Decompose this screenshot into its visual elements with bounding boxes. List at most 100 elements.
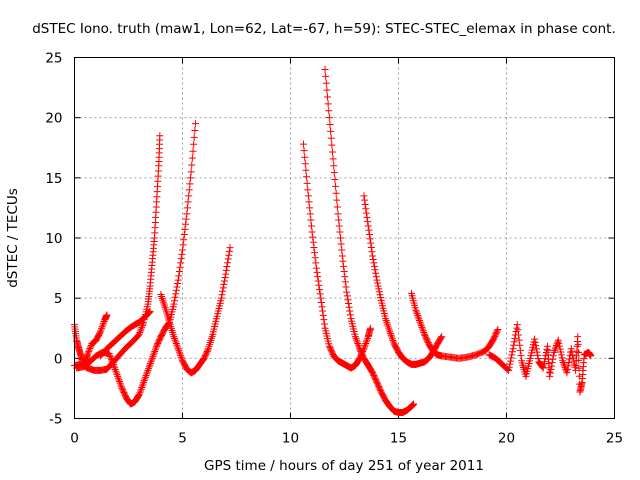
y-tick-label: 15 bbox=[45, 171, 62, 187]
data-point bbox=[173, 341, 181, 349]
chart-title: dSTEC Iono. truth (maw1, Lon=62, Lat=-67… bbox=[32, 21, 616, 37]
data-point bbox=[568, 348, 576, 356]
data-point bbox=[178, 250, 186, 258]
data-point bbox=[322, 72, 330, 80]
data-point bbox=[505, 366, 513, 374]
data-point bbox=[174, 276, 182, 284]
data-point bbox=[361, 341, 369, 349]
data-point bbox=[218, 291, 226, 299]
data-point bbox=[374, 282, 382, 290]
data-point bbox=[371, 266, 379, 274]
data-point bbox=[574, 341, 582, 349]
data-point bbox=[557, 351, 565, 359]
data-point bbox=[383, 320, 391, 328]
data-point bbox=[308, 228, 316, 236]
data-point bbox=[321, 66, 329, 74]
data-point bbox=[144, 366, 152, 374]
data-point bbox=[355, 343, 363, 351]
data-point bbox=[328, 148, 336, 156]
data-point bbox=[135, 390, 143, 398]
data-point bbox=[387, 331, 395, 339]
data-point bbox=[345, 299, 353, 307]
data-point bbox=[309, 233, 317, 241]
data-point bbox=[437, 334, 445, 342]
data-point bbox=[575, 356, 583, 364]
series-9 bbox=[407, 289, 502, 362]
data-point bbox=[570, 360, 578, 368]
data-point bbox=[540, 361, 548, 369]
data-point bbox=[318, 303, 326, 311]
data-point bbox=[362, 205, 370, 213]
data-point bbox=[369, 252, 377, 260]
data-point bbox=[111, 364, 119, 372]
data-point bbox=[219, 287, 227, 295]
data-point bbox=[353, 338, 361, 346]
data-point bbox=[313, 268, 321, 276]
data-point bbox=[540, 358, 548, 366]
data-point bbox=[148, 356, 156, 364]
data-point bbox=[516, 346, 524, 354]
data-point bbox=[83, 351, 91, 359]
data-point bbox=[361, 200, 369, 208]
data-point bbox=[340, 262, 348, 270]
data-point bbox=[98, 324, 106, 332]
data-point bbox=[317, 294, 325, 302]
data-point bbox=[338, 246, 346, 254]
data-point bbox=[556, 342, 564, 350]
data-point bbox=[188, 161, 196, 169]
data-point bbox=[410, 400, 418, 408]
data-point bbox=[550, 348, 558, 356]
data-point bbox=[384, 322, 392, 330]
data-point bbox=[551, 347, 559, 355]
data-point bbox=[222, 270, 230, 278]
data-point bbox=[187, 168, 195, 176]
data-point bbox=[87, 343, 95, 351]
data-point bbox=[316, 290, 324, 298]
data-point bbox=[322, 79, 330, 87]
data-point bbox=[136, 389, 144, 397]
data-point bbox=[147, 358, 155, 366]
data-point bbox=[116, 379, 124, 387]
data-point bbox=[182, 215, 190, 223]
data-point bbox=[533, 348, 541, 356]
data-point bbox=[145, 309, 153, 317]
data-point bbox=[390, 338, 398, 346]
data-point bbox=[419, 327, 427, 335]
data-point bbox=[319, 307, 327, 315]
data-point bbox=[117, 381, 125, 389]
data-point bbox=[145, 308, 153, 316]
data-point bbox=[107, 354, 115, 362]
data-point bbox=[420, 329, 428, 337]
data-point bbox=[301, 153, 309, 161]
data-point bbox=[417, 322, 425, 330]
series-8 bbox=[360, 192, 446, 368]
data-point bbox=[563, 369, 571, 377]
data-point bbox=[341, 278, 349, 286]
data-point bbox=[557, 348, 565, 356]
data-point bbox=[109, 360, 117, 368]
data-point bbox=[339, 257, 347, 265]
y-tick-label: 5 bbox=[54, 291, 63, 307]
data-point bbox=[541, 355, 549, 363]
data-point bbox=[170, 333, 178, 341]
data-point bbox=[191, 127, 199, 135]
data-point bbox=[220, 277, 228, 285]
data-point bbox=[344, 296, 352, 304]
data-point bbox=[343, 288, 351, 296]
data-point bbox=[185, 186, 193, 194]
data-point bbox=[320, 320, 328, 328]
data-point bbox=[364, 222, 372, 230]
data-point bbox=[510, 338, 518, 346]
y-tick-label: 10 bbox=[45, 231, 62, 247]
data-point bbox=[177, 352, 185, 360]
data-point bbox=[558, 354, 566, 362]
data-point bbox=[332, 189, 340, 197]
data-point bbox=[304, 192, 312, 200]
data-point bbox=[111, 366, 119, 374]
data-point bbox=[363, 213, 371, 221]
data-point bbox=[571, 363, 579, 371]
data-point bbox=[146, 359, 154, 367]
data-point bbox=[84, 349, 92, 357]
data-point bbox=[117, 383, 125, 391]
y-tick-label: 0 bbox=[54, 351, 63, 367]
